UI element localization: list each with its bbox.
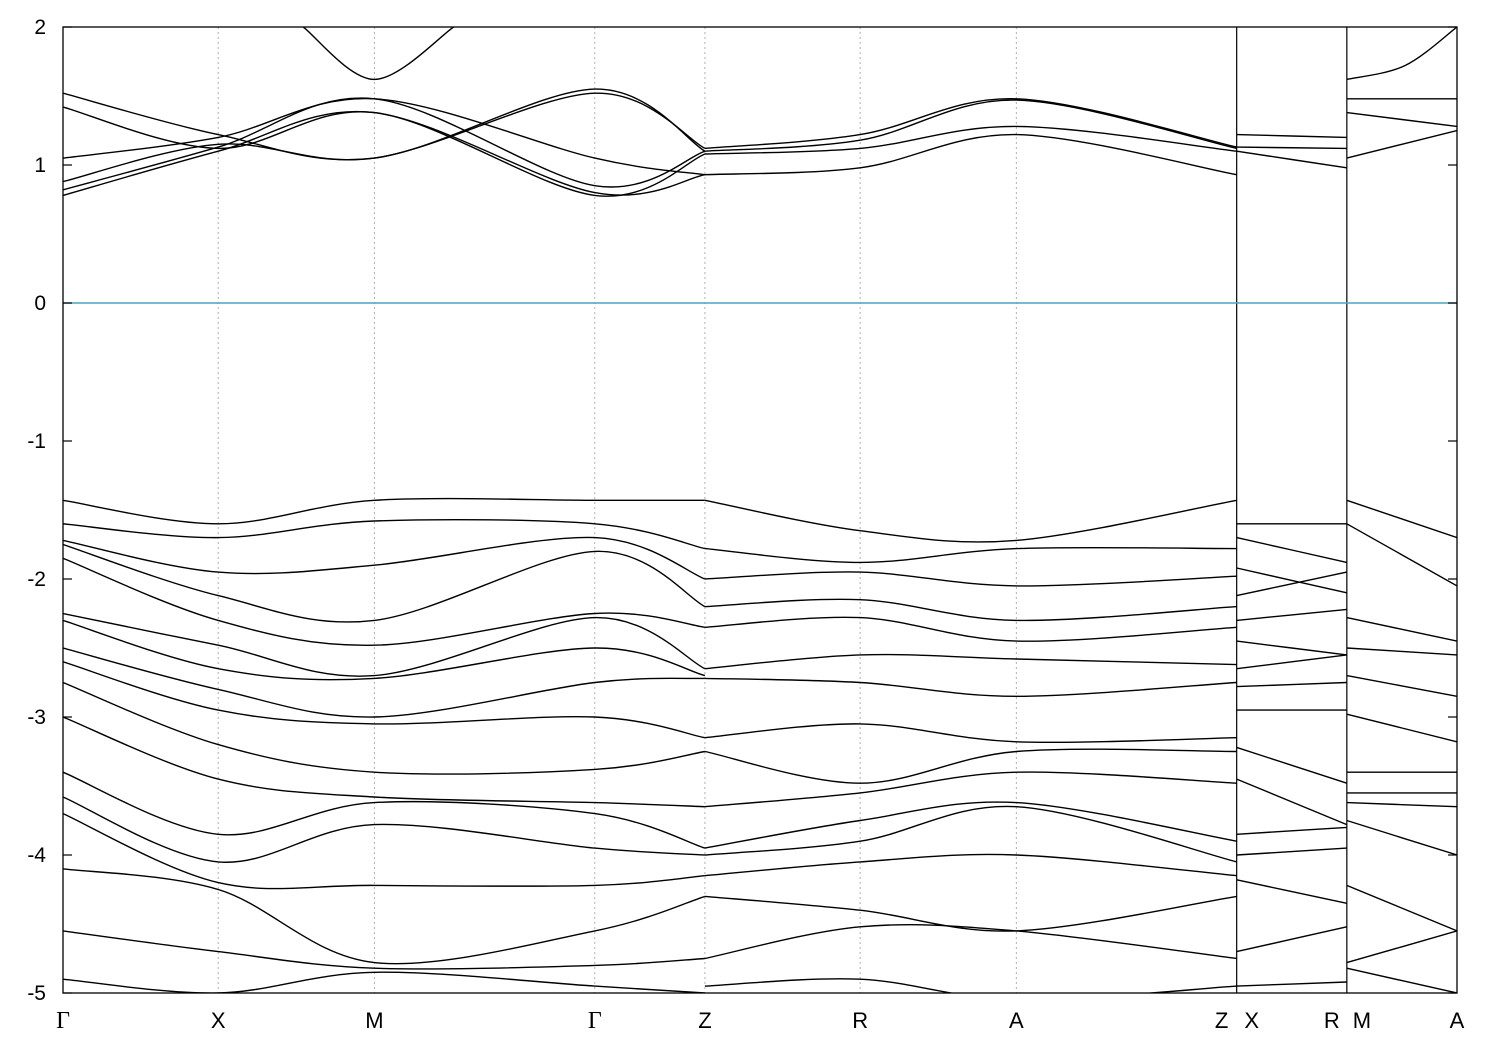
band-line	[704, 133, 1237, 176]
band-line	[1236, 654, 1347, 670]
x-tick-label: R	[852, 1008, 868, 1033]
band-line	[63, 106, 706, 196]
x-tick-label: Z	[1215, 1008, 1228, 1033]
x-tick-label: X	[211, 1008, 226, 1033]
plot-frame	[62, 26, 1458, 994]
y-tick-label: -1	[27, 430, 46, 453]
band-line	[704, 653, 1237, 670]
band-line	[1346, 129, 1457, 159]
band-line	[63, 647, 705, 718]
band-line	[1346, 523, 1457, 587]
band-line	[63, 716, 705, 808]
band-line	[1236, 567, 1347, 594]
x-tick-label: Γ	[588, 1008, 602, 1034]
y-tick-label: -4	[27, 844, 46, 867]
band-line	[704, 598, 1237, 622]
band-line	[1346, 713, 1457, 743]
band-line	[1346, 499, 1457, 539]
band-line	[63, 497, 705, 525]
band-line	[63, 97, 706, 176]
band-line	[704, 546, 1237, 564]
band-line	[1236, 571, 1347, 597]
band-line	[1236, 879, 1347, 904]
band-line	[1346, 616, 1457, 642]
x-tick-label: A	[1009, 1008, 1024, 1033]
band-line	[1236, 146, 1347, 150]
band-line	[1346, 967, 1457, 993]
grid-layer	[217, 27, 1348, 993]
band-line	[704, 853, 1237, 877]
y-tick-label: -5	[27, 982, 46, 1005]
band-line	[63, 661, 706, 739]
band-line	[704, 571, 1237, 587]
x-tick-label: Z	[698, 1008, 711, 1033]
band-line	[704, 978, 1237, 993]
x-tick-label: M	[1353, 1008, 1371, 1033]
band-line	[1346, 801, 1457, 808]
x-tick-label: Γ	[56, 1008, 70, 1034]
band-line	[1346, 819, 1457, 856]
band-line	[63, 88, 706, 161]
band-line	[63, 518, 706, 550]
band-line	[704, 723, 1237, 744]
band-line	[1236, 778, 1348, 826]
band-line	[302, 27, 454, 81]
band-line	[1236, 608, 1347, 622]
band-line	[1236, 536, 1347, 564]
band-line	[1236, 150, 1347, 169]
band-line	[1346, 674, 1457, 697]
y-tick-label: -2	[27, 568, 46, 591]
y-axis: -5 -4 -3 -2 -1 0 1 2	[27, 16, 1457, 1005]
band-line	[1236, 133, 1347, 139]
band-line	[1346, 930, 1457, 964]
band-line	[704, 125, 1237, 155]
band-line	[1346, 884, 1457, 932]
band-line	[704, 499, 1237, 543]
band-line	[63, 557, 705, 646]
band-line	[1236, 826, 1347, 835]
y-tick-label: 1	[34, 154, 46, 177]
band-line	[63, 536, 706, 580]
band-line	[1346, 111, 1457, 128]
band-line	[63, 930, 705, 970]
y-tick-label: 0	[34, 292, 46, 315]
band-line	[704, 771, 1237, 808]
band-line	[704, 616, 1237, 642]
band-line	[1236, 746, 1348, 784]
band-line	[704, 748, 1237, 784]
band-line	[63, 681, 706, 775]
band-line	[63, 796, 705, 863]
band-line	[704, 801, 1237, 849]
bands-layer	[63, 27, 1457, 993]
band-line	[704, 99, 1237, 152]
x-tick-label: X	[1244, 1008, 1259, 1033]
x-tick-label: A	[1450, 1008, 1465, 1033]
band-line	[1236, 981, 1347, 987]
band-line	[704, 805, 1237, 863]
band-line	[63, 868, 706, 965]
x-tick-label: R	[1324, 1008, 1340, 1033]
band-line	[704, 677, 1237, 698]
band-line	[63, 543, 706, 623]
band-line	[1236, 847, 1347, 856]
y-tick-label: -3	[27, 706, 46, 729]
band-line	[63, 612, 706, 677]
y-tick-label: 2	[34, 16, 46, 39]
band-line	[63, 971, 705, 993]
band-line	[1346, 647, 1457, 656]
band-line	[63, 619, 706, 681]
band-line	[63, 812, 705, 890]
band-line	[704, 98, 1237, 150]
band-line	[63, 771, 706, 849]
band-line	[1236, 926, 1347, 953]
band-line	[704, 923, 1237, 960]
band-line	[1236, 640, 1347, 656]
band-line	[1236, 681, 1347, 688]
band-line	[1346, 27, 1457, 81]
x-tick-label: M	[365, 1008, 383, 1033]
